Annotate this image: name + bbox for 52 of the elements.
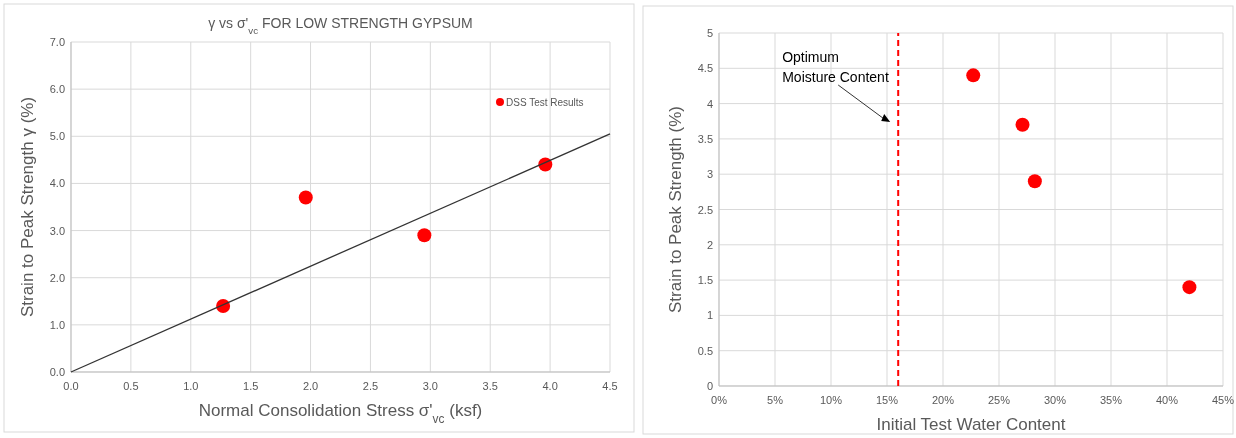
- y-tick-label: 2.0: [49, 271, 65, 284]
- x-tick-label: 25%: [987, 394, 1011, 406]
- point: [1027, 174, 1042, 189]
- y-tick-label: 5: [706, 27, 713, 39]
- y-tick-label: 2.5: [697, 203, 713, 216]
- point: [966, 68, 981, 83]
- y-tick-label: 4: [706, 97, 713, 110]
- x-tick-label: 2.5: [362, 380, 379, 392]
- y-axis-title: Strain to Peak Strength (%): [666, 106, 685, 313]
- x-tick-label: 35%: [1099, 394, 1123, 406]
- point: [417, 228, 432, 243]
- x-tick-label: 30%: [1043, 394, 1067, 406]
- y-tick-label: 4.5: [697, 62, 713, 75]
- point: [298, 190, 313, 205]
- y-axis-title: Strain to Peak Strength γ (%): [18, 96, 37, 318]
- x-tick-label: 3.0: [422, 380, 438, 392]
- y-tick-label: 0.0: [49, 366, 65, 378]
- x-tick-label: 0%: [711, 394, 728, 406]
- x-tick-label: 2.0: [302, 380, 319, 392]
- y-tick-label: 3.0: [49, 224, 65, 237]
- y-tick-label: 3: [706, 168, 713, 181]
- y-tick-label: 2: [706, 238, 713, 251]
- x-tick-label: 1.0: [183, 380, 199, 392]
- x-tick-label: 1.5: [243, 380, 259, 392]
- x-tick-label: 10%: [819, 394, 843, 406]
- y-tick-label: 0.5: [697, 344, 713, 357]
- x-tick-label: 0.5: [123, 380, 139, 392]
- x-tick-label: 15%: [875, 394, 899, 406]
- y-tick-label: 1.0: [49, 318, 65, 331]
- x-tick-label: 20%: [931, 394, 955, 406]
- x-tick-label: 4.0: [542, 380, 558, 392]
- point: [1182, 280, 1197, 295]
- chart-title: γ vs σ'$_{vc}$ FOR LOW STRENGTH GYPSUM: [208, 15, 473, 36]
- y-tick-label: 4.0: [49, 177, 65, 190]
- x-axis-title: Normal Consolidation Stress σ'$_{vc}$ (ksf): [198, 401, 483, 426]
- legend-label: DSS Test Results: [506, 97, 584, 108]
- y-tick-label: 5.0: [49, 130, 65, 143]
- x-axis-title: Initial Test Water Content: [876, 415, 1066, 434]
- y-tick-label: 7.0: [49, 36, 65, 48]
- y-tick-label: 1: [706, 309, 713, 322]
- x-tick-label: 40%: [1155, 394, 1179, 406]
- y-tick-label: 1.5: [697, 274, 713, 287]
- point: [1015, 117, 1030, 132]
- x-tick-label: 45%: [1211, 394, 1235, 406]
- y-tick-label: 3.5: [697, 132, 713, 145]
- x-tick-label: 3.5: [482, 380, 498, 392]
- x-tick-label: 0.0: [63, 380, 79, 392]
- x-tick-label: 5%: [767, 394, 784, 406]
- ref-line-label: Optimum Moisture Content: [782, 49, 889, 85]
- y-tick-label: 0: [706, 380, 713, 392]
- y-tick-label: 6.0: [49, 83, 65, 96]
- x-tick-label: 4.5: [602, 380, 618, 392]
